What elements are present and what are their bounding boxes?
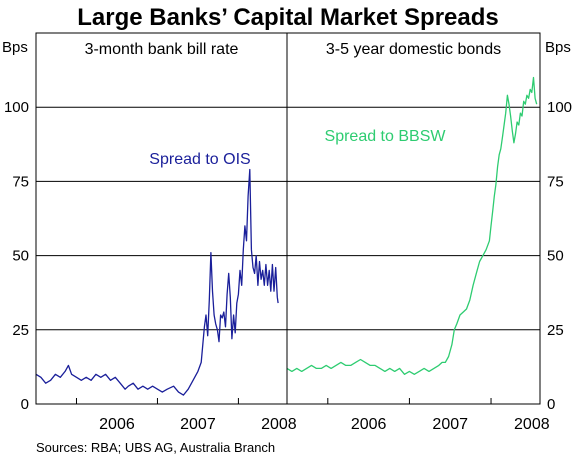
y-tick-label-right-75: 75: [547, 173, 564, 190]
y-tick-label-left-75: 75: [12, 173, 29, 190]
y-tick-label-left-0: 0: [21, 396, 29, 413]
gridlines: [36, 106, 540, 331]
plot-frame: [35, 32, 541, 405]
x-tick-label-2-2006: 2006: [351, 416, 387, 433]
axes: [35, 32, 541, 405]
x-tick-label-2-2008: 2008: [514, 416, 550, 433]
y-unit-label-right: Bps: [545, 39, 571, 56]
x-tick-label-1-2006: 2006: [99, 416, 135, 433]
series-label-spread-to-ois: Spread to OIS: [149, 151, 250, 168]
chart-title: Large Banks’ Capital Market Spreads: [77, 4, 499, 31]
x-tick-label-2-2007: 2007: [432, 416, 468, 433]
source-note: Sources: RBA; UBS AG, Australia Branch: [36, 440, 275, 455]
x-tick-label-1-2008: 2008: [261, 416, 297, 433]
y-tick-label-left-50: 50: [12, 248, 29, 265]
series-line-spread-to-ois: [35, 168, 279, 396]
y-tick-label-right-100: 100: [547, 99, 572, 116]
y-tick-label-left-100: 100: [4, 99, 29, 116]
labels: 0 0 25 25 50 50 75 75 100 100 3-month bank bill ra…: [4, 41, 572, 433]
series-layer: [35, 76, 538, 396]
y-tick-label-left-25: 25: [12, 322, 29, 339]
panel-title-1: 3-month bank bill rate: [85, 41, 239, 58]
y-tick-label-right-25: 25: [547, 322, 564, 339]
x-tick-label-1-2007: 2007: [180, 416, 216, 433]
y-tick-label-right-0: 0: [547, 396, 555, 413]
y-unit-label-left: Bps: [2, 39, 28, 56]
series-line-spread-to-bbsw: [286, 76, 538, 375]
panel-title-2: 3-5 year domestic bonds: [326, 41, 501, 58]
series-label-spread-to-bbsw: Spread to BBSW: [325, 128, 447, 145]
y-tick-label-right-50: 50: [547, 248, 564, 265]
